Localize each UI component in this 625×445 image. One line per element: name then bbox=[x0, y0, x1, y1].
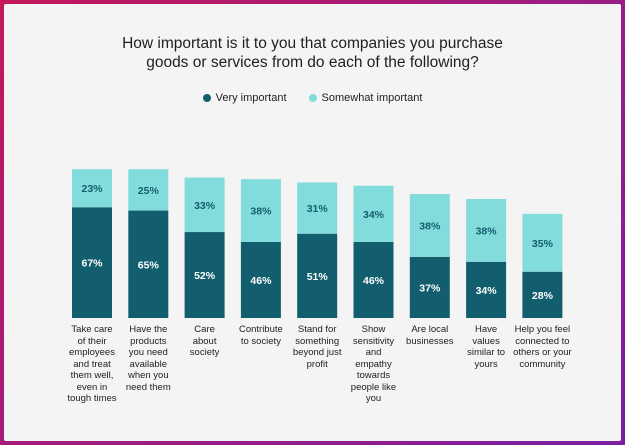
data-label-somewhat-9: 35% bbox=[532, 238, 554, 250]
category-label-1-line-2: of their bbox=[77, 335, 107, 347]
data-label-somewhat-6: 34% bbox=[363, 209, 385, 221]
category-label-6-line-5: towards bbox=[356, 370, 391, 381]
bar-somewhat-4 bbox=[240, 179, 281, 242]
data-label-very-4: 46% bbox=[250, 275, 272, 287]
category-label-9-line-2: connected to bbox=[515, 335, 570, 347]
data-label-somewhat-2: 25% bbox=[138, 185, 160, 197]
data-label-somewhat-3: 33% bbox=[194, 200, 216, 212]
data-label-somewhat-5: 31% bbox=[307, 203, 329, 215]
category-label-1-line-1: Take care bbox=[71, 324, 113, 335]
category-label-9-line-4: community bbox=[519, 358, 566, 370]
chart-title-line-1: How important is it to you that companie… bbox=[122, 35, 503, 52]
category-label-1-line-5: them well, bbox=[70, 370, 114, 381]
category-label-5-line-1: Stand for bbox=[297, 324, 337, 335]
bar-somewhat-8 bbox=[466, 198, 507, 262]
bar-somewhat-2 bbox=[128, 169, 169, 211]
bar-somewhat-7 bbox=[409, 194, 450, 257]
data-label-very-6: 46% bbox=[363, 275, 385, 287]
category-label-1-line-3: employees bbox=[69, 347, 115, 358]
chart-title: How important is it to you that companie… bbox=[0, 34, 625, 72]
category-label-2-line-4: available bbox=[129, 358, 168, 370]
category-label-2-line-6: need them bbox=[125, 381, 171, 393]
bar-somewhat-3 bbox=[184, 177, 225, 233]
category-label-7-line-1: Are local bbox=[411, 324, 449, 335]
bar-somewhat-5 bbox=[297, 182, 338, 234]
category-label-2-line-5: when you bbox=[127, 370, 169, 381]
data-label-very-2: 65% bbox=[138, 259, 160, 271]
bar-very-9 bbox=[522, 271, 563, 318]
data-label-very-3: 52% bbox=[194, 270, 216, 282]
category-label-9-line-1: Help you feel bbox=[514, 324, 571, 335]
chart-title-line-2: goods or services from do each of the fo… bbox=[146, 54, 479, 71]
category-label-1-line-6: even in bbox=[76, 381, 108, 393]
bar-very-6 bbox=[353, 241, 394, 318]
category-label-5-line-2: something bbox=[295, 335, 340, 347]
bar-very-1 bbox=[72, 207, 112, 318]
bar-very-4 bbox=[240, 241, 281, 318]
category-label-9-line-3: others or your bbox=[513, 347, 572, 358]
category-label-4-line-1: Contribute bbox=[238, 324, 283, 335]
category-label-7: Are local businesses bbox=[400, 324, 460, 347]
category-label-1: Take care of their employees and treat them … bbox=[62, 324, 122, 405]
category-label-3-line-3: society bbox=[189, 347, 220, 358]
bar-very-3 bbox=[184, 232, 225, 318]
data-label-very-9: 28% bbox=[532, 290, 554, 302]
category-label-8-line-1: Have bbox=[475, 324, 498, 335]
category-label-4-line-2: to society bbox=[240, 335, 281, 347]
legend-swatch-somewhat-important bbox=[308, 94, 317, 102]
category-label-9: Help you feel connected to others or your c… bbox=[512, 324, 572, 370]
legend-item-very-important: Very important bbox=[202, 92, 287, 104]
category-label-1-line-7: tough times bbox=[67, 393, 117, 404]
bar-very-7 bbox=[409, 256, 450, 318]
data-label-very-8: 34% bbox=[476, 285, 498, 297]
category-label-2: Have the products you need available when yo… bbox=[118, 324, 178, 393]
category-label-6: Show sensitivity and empathy towards people l… bbox=[344, 324, 404, 405]
category-label-4: Contribute to society bbox=[231, 324, 291, 347]
category-label-1-line-4: and treat bbox=[73, 358, 111, 370]
category-label-7-line-2: businesses bbox=[406, 335, 454, 347]
category-label-6-line-3: and bbox=[365, 347, 382, 358]
data-label-somewhat-7: 38% bbox=[419, 220, 441, 232]
bar-somewhat-9 bbox=[522, 213, 563, 272]
data-label-very-5: 51% bbox=[307, 271, 329, 283]
bar-somewhat-1 bbox=[72, 169, 112, 208]
category-label-2-line-2: products bbox=[130, 335, 167, 347]
bar-somewhat-6 bbox=[353, 185, 394, 242]
category-label-3-line-2: about bbox=[192, 335, 217, 347]
bar-very-2 bbox=[128, 210, 169, 318]
category-label-8-line-4: yours bbox=[474, 358, 498, 370]
bar-very-8 bbox=[466, 261, 507, 318]
legend-label-somewhat-important: Somewhat important bbox=[321, 92, 423, 104]
data-label-somewhat-1: 23% bbox=[81, 183, 103, 195]
bar-very-5 bbox=[297, 233, 338, 318]
data-label-somewhat-8: 38% bbox=[476, 225, 498, 237]
category-label-5-line-3: beyond just bbox=[292, 347, 342, 358]
chart-legend: Very important Somewhat important bbox=[0, 92, 625, 104]
category-label-6-line-7: you bbox=[365, 393, 382, 404]
data-label-very-7: 37% bbox=[419, 282, 441, 294]
category-label-6-line-2: sensitivity bbox=[352, 335, 395, 347]
legend-item-somewhat-important: Somewhat important bbox=[308, 92, 423, 104]
category-label-2-line-1: Have the bbox=[129, 324, 168, 335]
category-label-6-line-4: empathy bbox=[355, 358, 392, 370]
data-label-very-1: 67% bbox=[81, 258, 103, 270]
category-label-8-line-2: values bbox=[472, 335, 500, 347]
legend-swatch-very-important bbox=[202, 94, 211, 102]
data-label-somewhat-4: 38% bbox=[250, 206, 272, 218]
category-label-5: Stand for something beyond just profit bbox=[287, 324, 347, 370]
category-label-6-line-1: Show bbox=[361, 324, 386, 335]
category-label-8: Have values similar to yours bbox=[456, 324, 516, 370]
category-label-3: Care about society bbox=[175, 324, 235, 359]
category-label-8-line-3: similar to bbox=[467, 347, 506, 358]
category-label-5-line-4: profit bbox=[306, 358, 328, 370]
legend-label-very-important: Very important bbox=[215, 92, 287, 104]
category-label-2-line-3: you need bbox=[128, 347, 168, 358]
category-label-3-line-1: Care bbox=[194, 324, 215, 335]
category-label-6-line-6: people like bbox=[350, 381, 397, 393]
